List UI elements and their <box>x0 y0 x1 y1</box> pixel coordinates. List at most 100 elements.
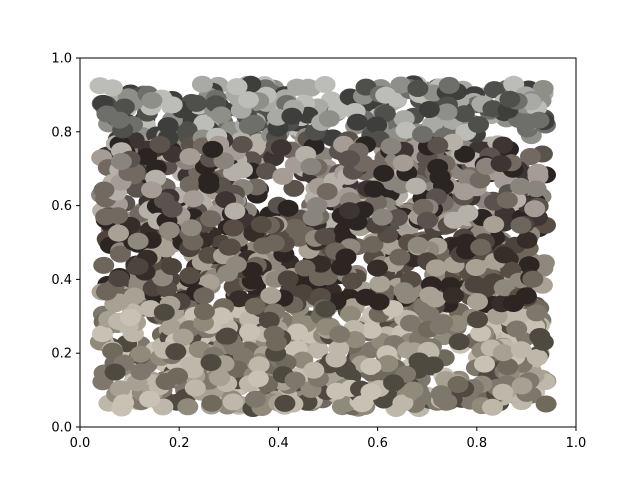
scatter-point <box>403 382 424 399</box>
scatter-point <box>278 270 299 287</box>
scatter-point <box>245 298 266 315</box>
scatter-point <box>483 216 504 233</box>
scatter-point <box>339 150 360 167</box>
scatter-point <box>202 141 223 158</box>
scatter-point <box>430 318 451 335</box>
scatter-point <box>466 259 487 276</box>
scatter-point <box>497 192 518 209</box>
scatter-point <box>389 249 410 266</box>
scatter-point <box>315 301 336 318</box>
scatter-point <box>193 287 214 304</box>
scatter-point <box>96 284 117 301</box>
scatter-point <box>443 287 464 304</box>
scatter-point <box>511 217 532 234</box>
y-tick-label: 0.4 <box>51 273 72 288</box>
scatter-point <box>527 164 548 181</box>
scatter-point <box>141 92 162 109</box>
scatter-point <box>285 219 306 236</box>
scatter-point <box>536 396 557 413</box>
scatter-point <box>301 158 322 175</box>
scatter-point <box>408 237 429 254</box>
scatter-point <box>417 212 438 229</box>
scatter-point <box>529 112 550 129</box>
x-tick-label: 0.8 <box>466 436 487 451</box>
scatter-point <box>482 399 503 416</box>
scatter-point <box>491 155 512 172</box>
scatter-point <box>474 356 495 373</box>
scatter-point <box>516 287 537 304</box>
scatter-point <box>161 258 182 275</box>
scatter-point <box>396 287 417 304</box>
scatter-point <box>331 259 352 276</box>
scatter-point <box>499 91 520 108</box>
scatter-point <box>373 165 394 182</box>
scatter-point <box>179 148 200 165</box>
x-tick-label: 1.0 <box>566 436 587 451</box>
scatter-point <box>95 208 116 225</box>
y-tick-label: 0.6 <box>51 199 72 214</box>
scatter-point <box>339 202 360 219</box>
scatter-point <box>209 369 230 386</box>
scatter-point <box>173 329 194 346</box>
scatter-point <box>454 183 475 200</box>
scatter-point <box>232 161 253 178</box>
scatter-point <box>186 95 207 112</box>
scatter-point <box>165 343 186 360</box>
scatter-point <box>369 293 390 310</box>
scatter-point <box>419 101 440 118</box>
scatter-point <box>506 321 527 338</box>
scatter-point <box>315 76 336 93</box>
scatter-point <box>470 239 491 256</box>
scatter-point <box>113 394 134 411</box>
scatter-point <box>141 181 162 198</box>
scatter-point <box>375 87 396 104</box>
scatter-point <box>369 275 390 292</box>
scatter-point <box>444 212 465 229</box>
scatter-point <box>264 326 285 343</box>
scatter-point <box>251 216 272 233</box>
scatter-point <box>529 328 550 345</box>
scatter-point <box>185 380 206 397</box>
scatter-point <box>433 391 454 408</box>
scatter-point <box>400 315 421 332</box>
y-tick-label: 0.0 <box>51 421 72 436</box>
scatter-point <box>223 394 244 411</box>
scatter-point <box>226 256 247 273</box>
scatter-point <box>467 311 488 328</box>
scatter-point <box>381 138 402 155</box>
scatter-point <box>493 344 514 361</box>
scatter-point <box>150 136 171 153</box>
scatter-point <box>314 228 335 245</box>
scatter-point <box>383 374 404 391</box>
scatter-point <box>430 169 451 186</box>
scatter-point <box>162 201 183 218</box>
scatter-point <box>159 222 180 239</box>
scatter-point <box>130 363 151 380</box>
scatter-point <box>409 353 430 370</box>
x-tick-label: 0.4 <box>268 436 289 451</box>
scatter-point <box>94 182 115 199</box>
scatter-point <box>412 126 433 143</box>
scatter-point <box>303 362 324 379</box>
scatter-point <box>287 79 308 96</box>
scatter-point <box>139 391 160 408</box>
scatter-point <box>201 354 222 371</box>
scatter-point <box>406 178 427 195</box>
scatter-point <box>510 178 531 195</box>
scatter-point <box>494 246 515 263</box>
scatter-point <box>272 168 293 185</box>
scatter-point <box>109 112 130 129</box>
scatter-point <box>319 110 340 127</box>
scatter-point <box>111 153 132 170</box>
scatter-point <box>295 260 316 277</box>
y-tick-label: 1.0 <box>51 52 72 67</box>
scatter-point <box>194 303 215 320</box>
scatter-point <box>248 370 269 387</box>
scatter-point <box>183 190 204 207</box>
scatter-point <box>105 364 126 381</box>
scatter-point <box>93 257 114 274</box>
scatter-point <box>526 304 547 321</box>
scatter-point <box>179 267 200 284</box>
scatter-point <box>232 136 253 153</box>
